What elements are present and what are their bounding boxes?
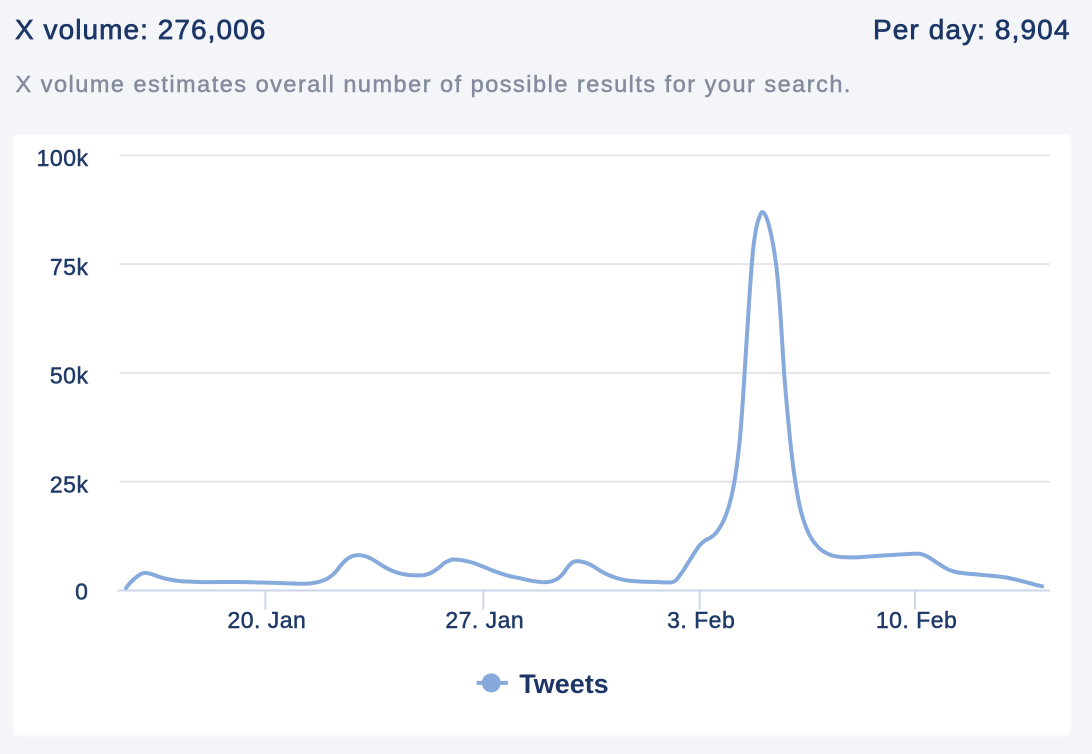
svg-text:27. Jan: 27. Jan xyxy=(445,607,524,633)
svg-text:20. Jan: 20. Jan xyxy=(227,607,306,633)
svg-text:25k: 25k xyxy=(49,471,88,497)
svg-text:75k: 75k xyxy=(49,254,88,280)
svg-text:50k: 50k xyxy=(49,363,88,389)
svg-text:10. Feb: 10. Feb xyxy=(875,607,956,633)
svg-text:3. Feb: 3. Feb xyxy=(667,607,735,633)
svg-text:0: 0 xyxy=(75,579,88,605)
svg-text:100k: 100k xyxy=(36,145,88,171)
svg-text:Tweets: Tweets xyxy=(519,669,608,699)
